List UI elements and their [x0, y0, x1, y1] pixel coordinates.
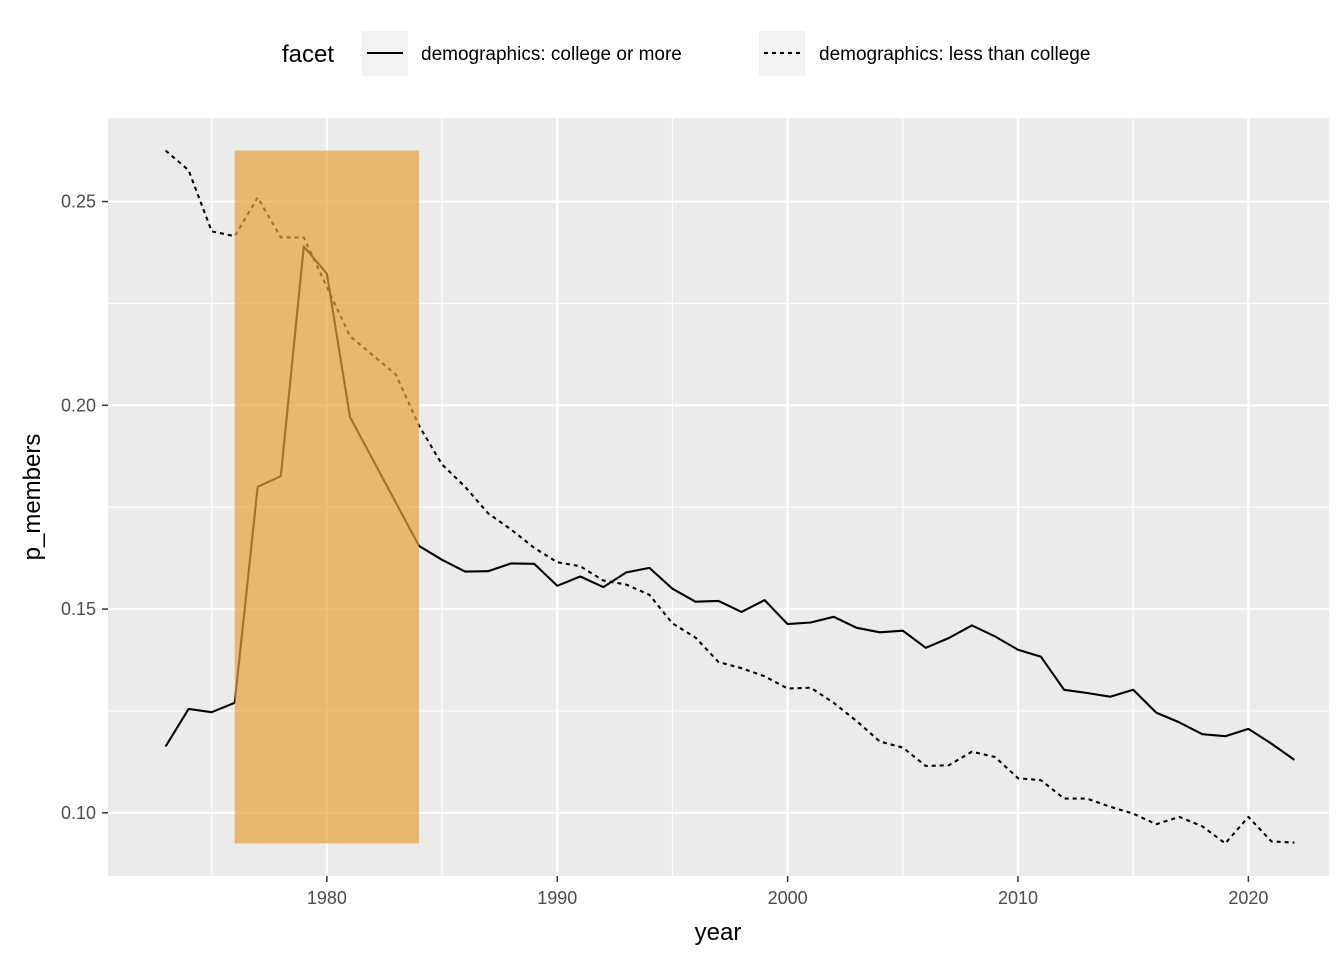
- x-axis: 1980 1990 2000 2010 2020: [307, 876, 1268, 908]
- x-tick-label: 1990: [537, 888, 577, 908]
- series-line-less-than-college: [164, 149, 1295, 845]
- highlight-region: [234, 150, 420, 844]
- y-tick-label: 0.20: [61, 395, 96, 415]
- x-tick-label: 2010: [998, 888, 1038, 908]
- legend-title: facet: [282, 41, 334, 68]
- y-tick-label: 0.10: [61, 803, 96, 823]
- x-tick-label: 2000: [768, 888, 808, 908]
- y-axis: 0.10 0.15 0.20 0.25: [61, 192, 108, 823]
- legend-label-less: demographics: less than college: [819, 44, 1090, 65]
- x-tick-label: 2020: [1228, 888, 1268, 908]
- legend-label-college: demographics: college or more: [421, 44, 682, 65]
- x-axis-title: year: [695, 919, 742, 946]
- y-tick-label: 0.25: [61, 192, 96, 212]
- y-axis-title: p_members: [19, 434, 46, 561]
- legend: facet demographics: college or more demo…: [282, 31, 1090, 76]
- x-tick-label: 1980: [307, 888, 347, 908]
- y-tick-label: 0.15: [61, 599, 96, 619]
